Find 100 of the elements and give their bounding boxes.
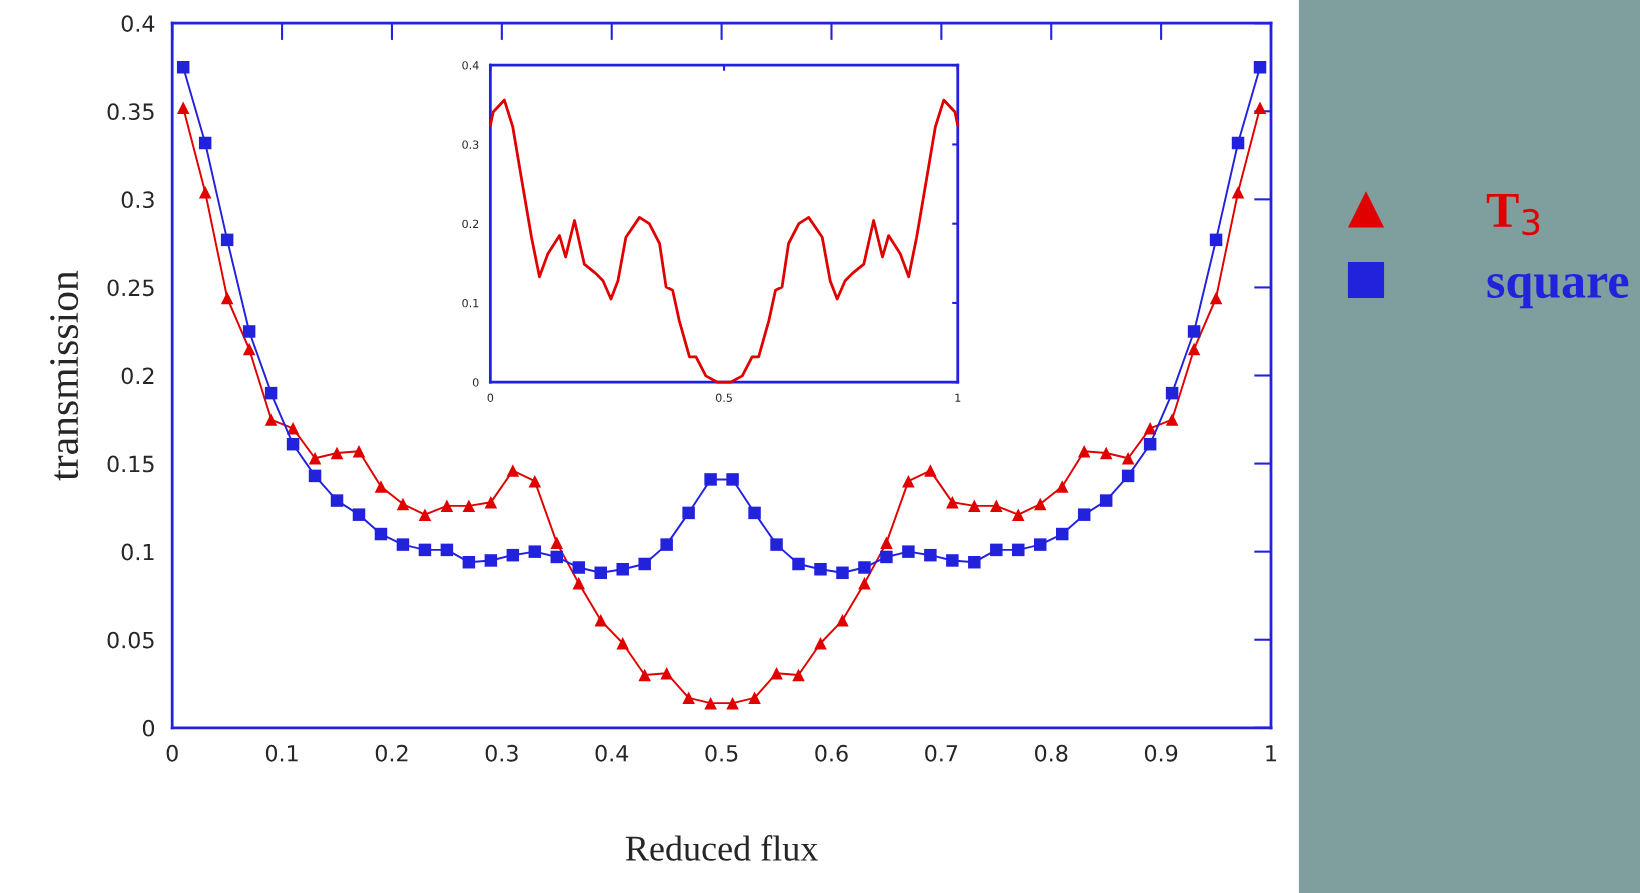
point [836, 566, 849, 580]
point [946, 496, 959, 509]
point [748, 691, 761, 705]
point [1231, 136, 1245, 150]
x-axis-title: Reduced flux [625, 835, 818, 861]
point [418, 543, 432, 557]
point [462, 499, 476, 513]
y-tick-label: 0.1 [121, 543, 154, 561]
point [594, 614, 607, 627]
y-tick-label: 0 [142, 719, 155, 737]
point [440, 543, 454, 557]
y-tick-label: 0.05 [107, 631, 154, 649]
point [770, 538, 783, 551]
point [1099, 494, 1113, 507]
legend-label: square [1487, 273, 1629, 309]
x-tick-label: 0.6 [815, 744, 848, 762]
point [484, 496, 498, 509]
point [1253, 61, 1267, 74]
legend-label: T$_{3}$ [1486, 193, 1540, 236]
y-tick-label: 0.3 [462, 140, 479, 149]
point [198, 136, 212, 150]
point [1231, 186, 1245, 199]
point [1012, 508, 1025, 521]
x-tick-label: 0.8 [1035, 744, 1068, 762]
point [638, 668, 651, 682]
point [902, 474, 915, 488]
point [264, 413, 278, 426]
point [220, 291, 234, 305]
point [594, 566, 607, 580]
point [814, 637, 827, 650]
x-tick-label: 0.7 [925, 744, 958, 762]
x-tick-label: 0.5 [715, 393, 732, 402]
point [308, 452, 322, 465]
point [506, 464, 520, 477]
x-tick-label: 1 [1266, 745, 1277, 762]
point [484, 554, 498, 567]
point [176, 61, 190, 74]
point [308, 469, 322, 483]
point [242, 342, 256, 356]
y-tick-label: 0.25 [107, 279, 154, 297]
point [1187, 342, 1201, 356]
point [814, 563, 827, 576]
point [1121, 452, 1135, 465]
y-tick-label: 0.15 [107, 455, 154, 473]
point [1187, 325, 1201, 338]
point [396, 538, 410, 551]
point [990, 499, 1003, 513]
y-tick-label: 0.2 [121, 367, 154, 385]
point [220, 233, 234, 247]
point [924, 548, 937, 562]
point [528, 545, 542, 558]
point [836, 614, 849, 627]
point [770, 666, 783, 680]
point [638, 557, 651, 571]
y-tick-label: 0.2 [462, 219, 479, 229]
point [176, 101, 190, 115]
x-tick-label: 1 [955, 393, 961, 402]
point [352, 445, 366, 458]
point [924, 464, 937, 477]
point [374, 480, 388, 493]
point [1055, 480, 1069, 493]
point [1165, 413, 1179, 426]
point [880, 536, 893, 550]
x-tick-label: 0.4 [595, 744, 629, 762]
point [572, 577, 586, 590]
point [616, 637, 629, 650]
point [528, 474, 542, 488]
x-tick-label: 0.2 [375, 744, 408, 762]
point [1099, 446, 1113, 460]
point [1077, 445, 1091, 458]
point [880, 550, 893, 564]
point [660, 666, 673, 680]
x-tick-label: 0 [166, 744, 178, 762]
point [1143, 437, 1157, 451]
point [616, 563, 629, 576]
point [858, 561, 871, 574]
y-tick-label: 0.3 [121, 191, 154, 209]
point [858, 577, 871, 590]
y-axis-title: transmission [50, 270, 79, 481]
point [968, 555, 981, 569]
point [726, 696, 739, 710]
point [330, 494, 344, 507]
point [1077, 508, 1091, 521]
point [1165, 386, 1179, 400]
point [374, 527, 388, 541]
point [286, 437, 300, 451]
point [1034, 538, 1047, 551]
point [990, 543, 1003, 557]
point [682, 506, 695, 520]
point [286, 422, 300, 435]
point [572, 561, 586, 574]
point [550, 550, 564, 564]
point [264, 386, 278, 400]
y-tick-label: 0.4 [462, 61, 479, 70]
point [726, 473, 739, 486]
point [550, 536, 564, 550]
x-tick-label: 0.9 [1144, 744, 1178, 762]
point [704, 696, 717, 710]
x-tick-label: 0 [487, 393, 494, 402]
point [968, 499, 981, 513]
